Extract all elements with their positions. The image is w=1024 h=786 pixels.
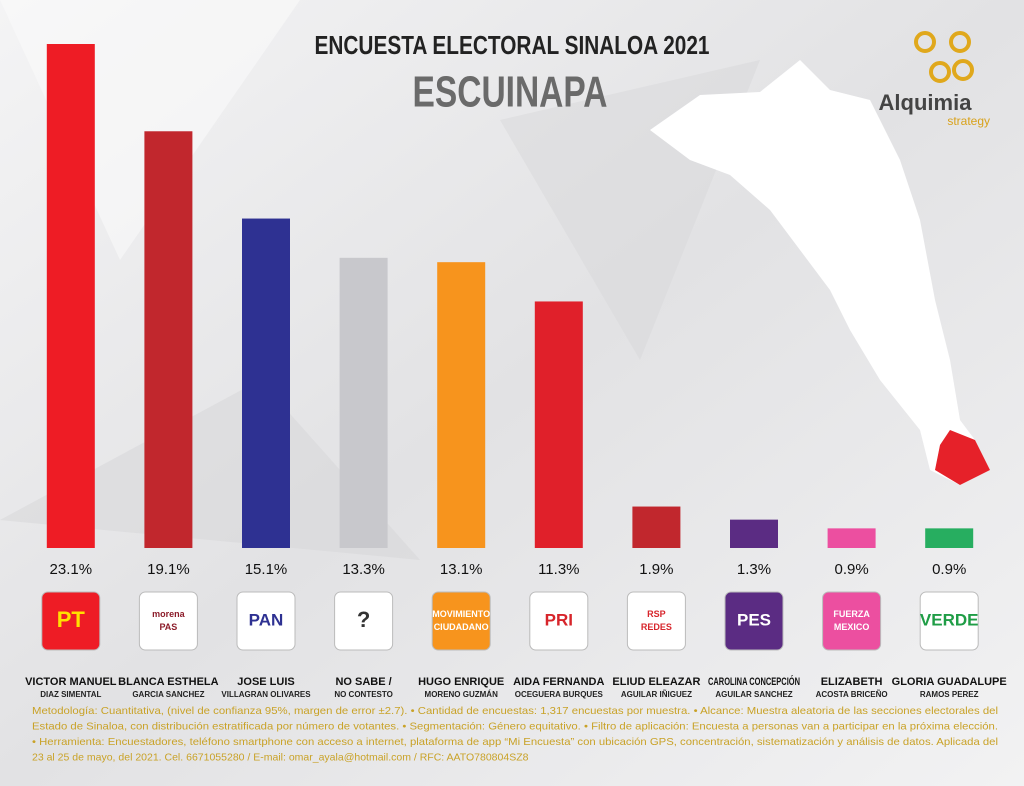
party-logo-text: PES xyxy=(737,610,771,629)
party-logo xyxy=(334,591,394,651)
logo-dot xyxy=(929,61,951,83)
bar xyxy=(534,301,583,548)
category-sublabel: RAMOS PEREZ xyxy=(920,690,979,699)
map-sinaloa xyxy=(650,60,990,485)
party-logo-text: PRI xyxy=(545,610,573,629)
value-label: 0.9% xyxy=(834,561,868,578)
category-label: VICTOR MANUEL xyxy=(25,676,117,688)
bar xyxy=(339,257,388,548)
category-label: GLORIA GUADALUPE xyxy=(892,676,1007,688)
footnote-line: Estado de Sinaloa, con distribución estr… xyxy=(32,720,998,732)
category-sublabel: MORENO GUZMÁN xyxy=(425,690,499,699)
party-logo xyxy=(724,591,784,651)
category-sublabel: GARCIA SANCHEZ xyxy=(132,690,204,699)
footnote-line: • Herramienta: Encuestadores, teléfono s… xyxy=(32,736,998,748)
category-sublabel: VILLAGRAN OLIVARES xyxy=(221,690,311,699)
value-label: 0.9% xyxy=(932,561,966,578)
bg-facet xyxy=(0,380,420,560)
category-label: ELIZABETH xyxy=(821,676,883,688)
party-logo xyxy=(138,591,198,651)
bar xyxy=(632,506,681,548)
brand-name: Alquimia xyxy=(879,90,973,115)
party-logo-text: PAS xyxy=(159,622,177,632)
party-logo xyxy=(919,591,979,651)
party-logo-text: MEXICO xyxy=(834,622,870,632)
bar xyxy=(827,528,876,548)
party-logo xyxy=(41,591,101,651)
footnote-line: 23 al 25 de mayo, del 2021. Cel. 6671055… xyxy=(32,751,529,763)
party-logo-text: FUERZA xyxy=(833,609,870,619)
value-label: 1.9% xyxy=(639,561,673,578)
party-logo xyxy=(431,591,491,651)
logo-dot xyxy=(914,31,936,53)
bar xyxy=(46,44,95,548)
chart-subtitle: ESCUINAPA xyxy=(413,68,608,117)
category-sublabel: AGUILAR IÑIGUEZ xyxy=(621,690,692,699)
party-logo-text: PAN xyxy=(249,610,284,629)
bar xyxy=(437,262,486,548)
party-logo-text: ? xyxy=(357,607,370,632)
logo-dot xyxy=(952,59,974,81)
party-logo xyxy=(822,591,882,651)
party-logo-text: CIUDADANO xyxy=(434,622,489,632)
bar xyxy=(925,528,974,548)
party-logo xyxy=(529,591,589,651)
value-label: 13.1% xyxy=(440,561,483,578)
category-sublabel: DIAZ SIMENTAL xyxy=(40,690,101,699)
party-logo-text: PT xyxy=(57,607,86,632)
party-logo-text: VERDE xyxy=(920,610,979,629)
category-label: JOSE LUIS xyxy=(237,676,294,688)
value-label: 19.1% xyxy=(147,561,190,578)
category-label: CAROLINA CONCEPCIÓN xyxy=(708,675,800,688)
logo-dot xyxy=(949,31,971,53)
category-label: AIDA FERNANDA xyxy=(513,676,604,688)
map-escuinapa xyxy=(935,430,990,485)
bar xyxy=(242,218,290,548)
party-logo-text: MOVIMIENTO xyxy=(432,609,490,619)
party-logo-text: REDES xyxy=(641,622,672,632)
party-logo-text: morena xyxy=(152,609,186,619)
category-label: BLANCA ESTHELA xyxy=(118,676,218,688)
bar xyxy=(144,131,193,549)
footnote-line: Metodología: Cuantitativa, (nivel de con… xyxy=(32,705,998,717)
category-sublabel: AGUILAR SANCHEZ xyxy=(715,690,792,699)
brand-sub: strategy xyxy=(947,114,990,128)
category-sublabel: ACOSTA BRICEÑO xyxy=(816,690,888,699)
category-label: HUGO ENRIQUE xyxy=(418,676,504,688)
value-label: 15.1% xyxy=(245,561,288,578)
party-logo-text: RSP xyxy=(647,609,666,619)
bar xyxy=(730,519,778,548)
value-label: 13.3% xyxy=(342,561,385,578)
category-label: NO SABE / xyxy=(335,676,391,688)
brand-logo xyxy=(914,31,974,83)
party-logo xyxy=(626,591,686,651)
category-label: ELIUD ELEAZAR xyxy=(612,676,700,688)
category-sublabel: NO CONTESTO xyxy=(334,690,393,699)
category-sublabel: OCEGUERA BURQUES xyxy=(515,690,604,699)
chart-title: ENCUESTA ELECTORAL SINALOA 2021 xyxy=(315,30,710,60)
value-label: 23.1% xyxy=(50,561,93,578)
value-label: 11.3% xyxy=(538,561,579,578)
value-label: 1.3% xyxy=(737,561,771,578)
party-logo xyxy=(236,591,296,651)
